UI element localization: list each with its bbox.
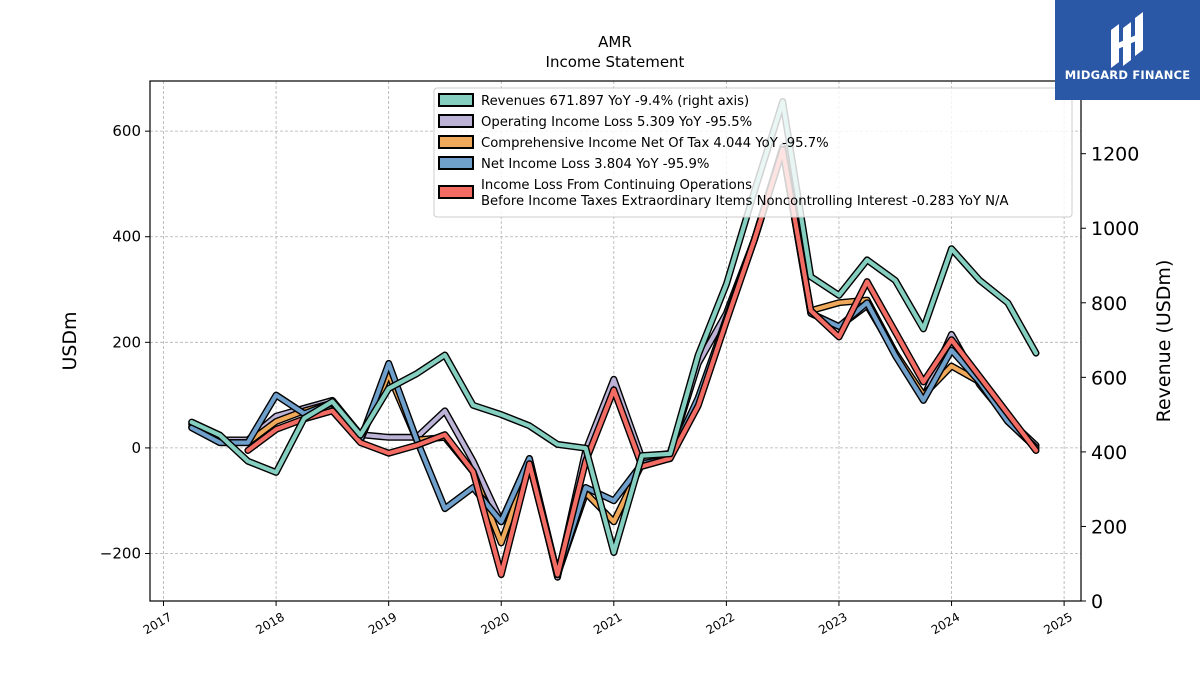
right-y-tick-label: 0: [1091, 591, 1103, 613]
x-tick-label: 2025: [1041, 610, 1074, 637]
plot-frame: [149, 80, 1082, 602]
legend-label: Income Loss From Continuing Operations: [481, 178, 752, 193]
axes: 2017 2018 2019 2020 2021 2022 2023 2024 2025 −200…: [100, 122, 1140, 637]
logo-text: MIDGARD FINANCE: [1064, 68, 1191, 82]
x-tick-label: 2021: [591, 610, 624, 637]
legend-swatch: [438, 93, 474, 107]
right-y-tick-label: 200: [1091, 516, 1127, 538]
left-y-tick-label: 200: [112, 333, 141, 351]
legend-swatch: [438, 185, 474, 199]
x-tick-label: 2024: [929, 610, 962, 637]
legend-label: Comprehensive Income Net Of Tax 4.044 Yo…: [481, 136, 829, 151]
legend-label: Operating Income Loss 5.309 YoY -95.5%: [481, 115, 752, 130]
right-y-tick-label: 1000: [1091, 218, 1139, 240]
left-y-tick-label: −200: [100, 544, 141, 562]
logo-mark-icon: [1111, 12, 1143, 68]
legend-box: [433, 87, 1073, 218]
legend: Revenues 671.897 YoY -9.4% (right axis) O…: [433, 87, 1073, 218]
legend-label: Before Income Taxes Extraordinary Items …: [481, 194, 1009, 209]
right-y-tick-label: 1200: [1091, 144, 1139, 166]
series-layer: [188, 98, 1040, 581]
x-tick-label: 2019: [366, 610, 399, 637]
series-line-revenues: [189, 99, 1039, 555]
x-tick-label: 2018: [253, 610, 286, 637]
x-tick-label: 2023: [816, 610, 849, 637]
legend-label: Net Income Loss 3.804 YoY -95.9%: [481, 157, 709, 172]
x-tick-label: 2017: [141, 610, 174, 637]
chart-subtitle: Income Statement: [546, 53, 685, 71]
left-axis-label: USDm: [59, 311, 81, 370]
right-y-tick-label: 400: [1091, 442, 1127, 464]
x-tick-label: 2020: [479, 610, 512, 637]
legend-label: Revenues 671.897 YoY -9.4% (right axis): [481, 94, 749, 109]
x-tick-label: 2022: [704, 610, 737, 637]
left-y-tick-label: 600: [112, 122, 141, 140]
left-y-tick-label: 400: [112, 228, 141, 246]
right-axis-label: Revenue (USDm): [1153, 260, 1175, 423]
legend-swatch: [438, 114, 474, 128]
legend-swatch: [438, 135, 474, 149]
left-y-tick-label: 0: [131, 439, 141, 457]
legend-swatch: [438, 156, 474, 170]
chart-title: AMR: [598, 33, 632, 51]
right-y-tick-label: 600: [1091, 367, 1127, 389]
midgard-finance-logo: MIDGARD FINANCE: [1055, 0, 1200, 100]
right-y-tick-label: 800: [1091, 293, 1127, 315]
